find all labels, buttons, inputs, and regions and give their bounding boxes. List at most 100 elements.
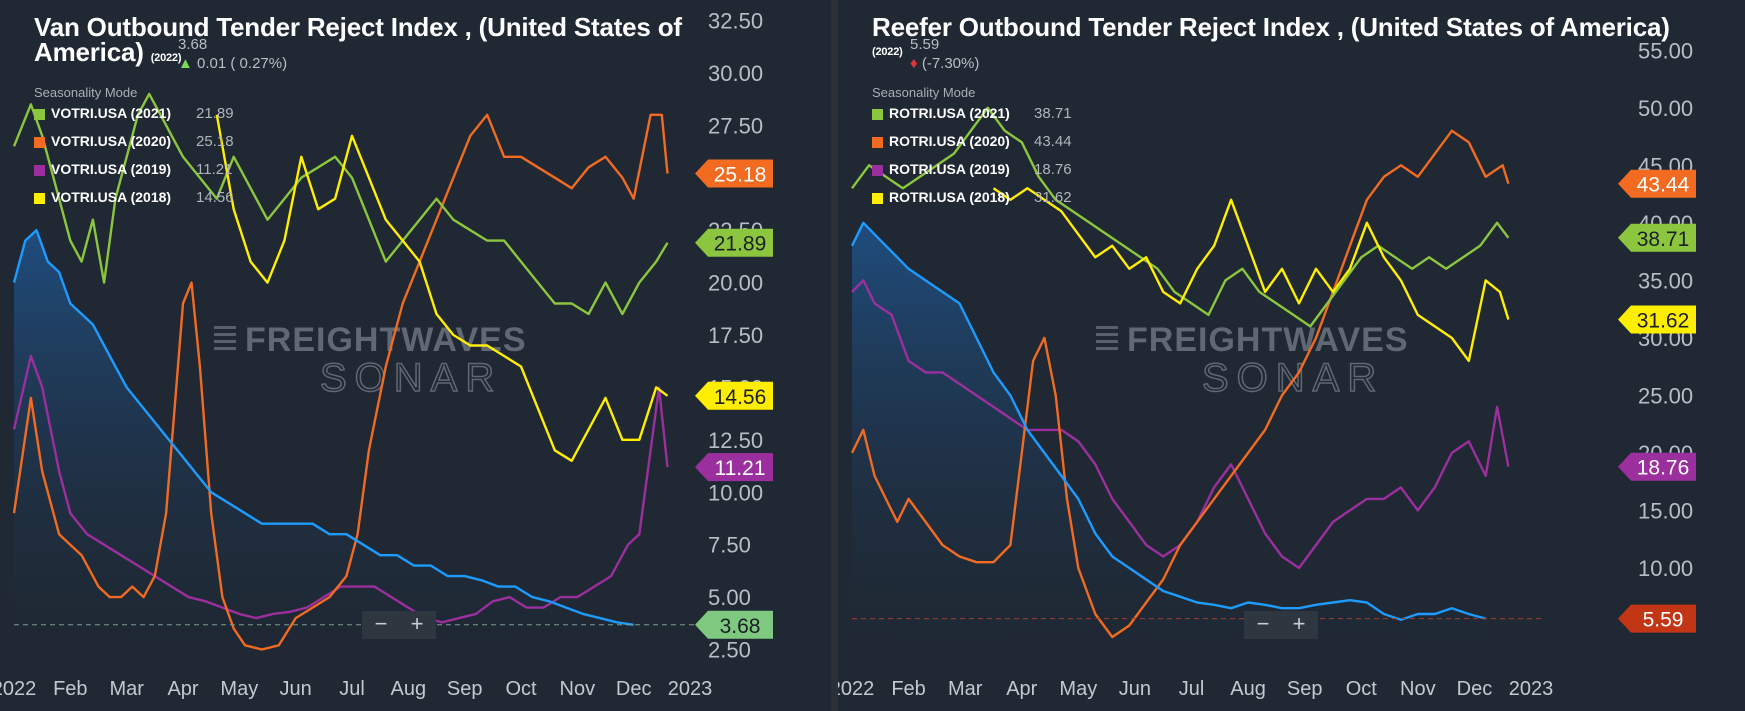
watermark-sonar: SONAR [320,356,502,400]
reefer-chart-panel: 10.0015.0020.0025.0030.0035.0040.0045.00… [838,0,1745,711]
y-tick-label: 35.00 [1638,268,1693,293]
y-tick-label: 27.50 [708,113,763,138]
value-tag-label: 21.89 [714,233,767,256]
legend-series-name: ROTRI.USA (2019) [889,161,1010,177]
legend-series-name: ROTRI.USA (2018) [889,189,1010,205]
change-up-arrow-icon: ▲ [178,55,193,72]
legend-swatch-icon [872,165,883,176]
x-tick-label: Dec [1457,678,1493,700]
reefer-chart-title: Reefer Outbound Tender Reject Index , (U… [872,12,1670,42]
y-tick-label: 50.00 [1638,96,1693,121]
series-line-y2019 [12,354,669,624]
legend-series-value: 18.76 [1034,161,1072,178]
van-change: ▲ 0.01 ( 0.27%) [178,55,287,72]
value-tag-badge [1618,223,1696,252]
series-line-y2018 [992,187,1510,363]
van-title-year: (2022) [150,52,182,64]
change-down-diamond-icon: ♦ [910,55,918,72]
value-tag-badge [695,228,773,257]
legend-swatch-icon [872,137,883,148]
x-tick-label: Aug [1230,678,1266,700]
x-tick-label: 2023 [668,678,713,700]
legend-swatch-icon [34,137,45,148]
series-line-current [850,221,1487,621]
legend-series-name: ROTRI.USA (2021) [889,105,1010,121]
series-line-y2020 [12,113,669,651]
y-tick-label: 25.00 [1638,383,1693,408]
legend-swatch-icon [34,165,45,176]
value-tag-label: 31.62 [1637,309,1690,332]
x-tick-label: Nov [1400,678,1436,700]
x-tick-label: Jul [339,678,365,700]
y-tick-label: 15.00 [1638,498,1693,523]
y-tick-label: 10.00 [1638,556,1693,581]
legend-series-value: 38.71 [1034,105,1072,122]
series-line-y2020 [850,129,1510,639]
legend-series-value: 21.89 [196,105,234,122]
reefer-title-line1: Reefer Outbound Tender Reject Index , (U… [872,12,1670,42]
van-chart-svg[interactable]: 2.505.007.5010.0012.5015.0017.5020.0022.… [0,0,831,711]
y-tick-label: 17.50 [708,323,763,348]
legend-series-name: VOTRI.USA (2019) [51,161,172,177]
van-chart-title: Van Outbound Tender Reject Index , (Unit… [34,14,682,71]
van-seasonality-mode: Seasonality Mode [34,85,138,100]
series-line-y2018 [215,114,669,462]
y-tick-label: 32.50 [708,8,763,33]
van-chart-panel: 2.505.007.5010.0012.5015.0017.5020.0022.… [0,0,831,711]
current-year-area [852,222,1486,661]
value-tag-badge [1618,604,1696,633]
series-group [12,92,700,660]
x-tick-label: 2022 [838,678,874,700]
freightwaves-sonar-watermark: FREIGHTWAVES SONAR [214,321,526,401]
series-line-current [12,228,634,626]
value-tags: 21.89 25.18 11.21 14.56 3.68 [695,159,773,639]
y-tick-label: 2.50 [708,638,751,663]
x-tick-label: Jun [1119,678,1151,700]
value-tag-label: 14.56 [714,386,767,409]
y-tick-label: 55.00 [1638,38,1693,63]
y-tick-label: 12.50 [708,428,763,453]
legend-series-value: 25.18 [196,133,234,150]
x-tick-label: Apr [167,678,198,700]
zoom-out-button[interactable]: − [1256,611,1270,636]
x-tick-label: Oct [505,678,537,700]
x-tick-label: Nov [560,678,596,700]
value-tag-badge [1618,452,1696,481]
watermark-logo-mark [214,326,236,350]
y-tick-label: 30.00 [708,61,763,86]
legend-series-name: ROTRI.USA (2020) [889,133,1010,149]
x-tick-label: Mar [109,678,144,700]
x-tick-label: Feb [891,678,925,700]
x-tick-label: Dec [616,678,652,700]
x-tick-label: Jun [280,678,312,700]
x-tick-label: May [220,678,258,700]
reefer-zoom-controls: − + [1244,611,1318,639]
watermark-freightwaves: FREIGHTWAVES [1127,321,1409,359]
van-zoom-controls: − + [362,611,436,639]
legend-series-value: 31.62 [1034,189,1072,206]
value-tag-label: 43.44 [1637,174,1690,197]
reefer-title-year: (2022) [872,46,903,58]
zoom-in-button[interactable]: + [410,611,424,636]
reefer-current-value: 5.59 [910,36,940,53]
zoom-in-button[interactable]: + [1292,611,1306,636]
y-tick-label: 5.00 [708,585,751,610]
x-tick-label: Mar [948,678,983,700]
y-tick-label: 7.50 [708,533,751,558]
x-tick-label: May [1059,678,1097,700]
reefer-change-text: (-7.30%) [921,55,980,72]
reefer-chart-svg[interactable]: 10.0015.0020.0025.0030.0035.0040.0045.00… [838,0,1745,711]
legend-series-value: 14.56 [196,189,234,206]
van-change-text: 0.01 ( 0.27%) [197,55,288,72]
legend-series-value: 11.21 [196,161,233,178]
x-tick-label: Apr [1006,678,1037,700]
legend-swatch-icon [872,193,883,204]
value-tag-badge [695,381,773,410]
value-tag-label: 18.76 [1637,457,1690,480]
series-line-y2021 [12,92,669,316]
reefer-seasonality-mode: Seasonality Mode [872,85,976,100]
zoom-out-button[interactable]: − [374,611,388,636]
series-group [850,106,1541,661]
value-tag-badge [1618,169,1696,198]
